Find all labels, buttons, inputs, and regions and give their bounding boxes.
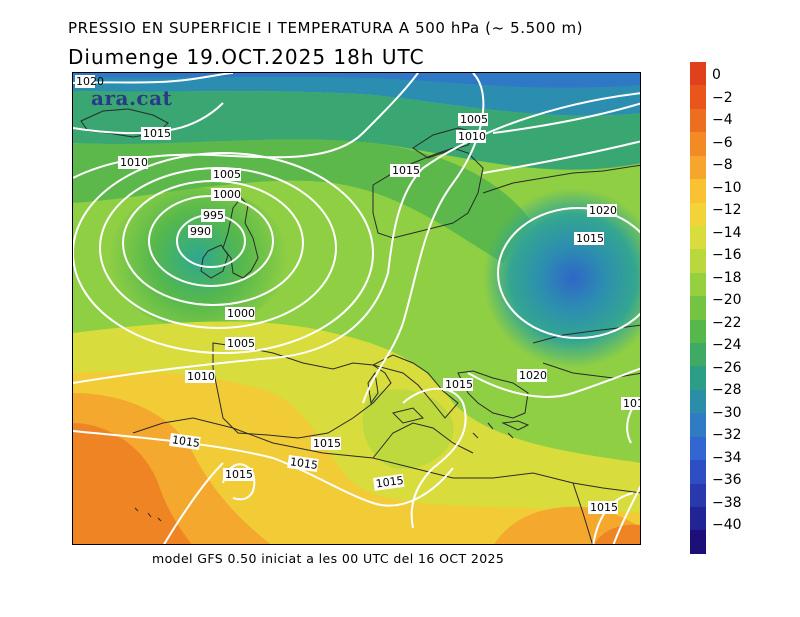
colorbar-tick-label: −36 — [712, 472, 742, 488]
isobar-label: 1015 — [445, 378, 473, 391]
model-run-info: model GFS 0.50 iniciat a les 00 UTC del … — [152, 551, 505, 566]
colorbar-tick-label: −2 — [712, 89, 733, 106]
colorbar-swatch — [690, 202, 706, 226]
colorbar-tick-label: −34 — [712, 449, 742, 466]
colorbar-tick-label: −10 — [712, 179, 742, 196]
colorbar-tick-label: −32 — [712, 427, 742, 443]
colorbar-swatch — [690, 507, 706, 531]
isobar-label: 1015 — [225, 468, 253, 481]
colorbar-tick-label: −26 — [712, 359, 742, 376]
isobar-label: 1010 — [458, 130, 486, 143]
isobar-label: 1015 — [375, 474, 405, 491]
colorbar-swatch — [690, 179, 706, 203]
colorbar-swatch — [690, 366, 706, 390]
colorbar-tick-label: −30 — [712, 404, 742, 421]
colorbar-swatch — [690, 413, 706, 437]
colorbar-swatch — [690, 249, 706, 273]
colorbar-tick-label: −18 — [712, 269, 742, 286]
colorbar-swatch — [690, 132, 706, 156]
isobar-label: 1015 — [576, 232, 604, 245]
colorbar-tick-label: −40 — [712, 517, 742, 533]
isobar-label: 1015 — [590, 501, 618, 514]
colorbar-tick-label: −38 — [712, 494, 742, 511]
isobar-label: 990 — [190, 225, 211, 238]
isobar-label: 1020 — [589, 204, 617, 217]
colorbar-tick-label: −16 — [712, 247, 742, 263]
colorbar-tick-label: −6 — [712, 134, 733, 151]
colorbar-tick-label: −14 — [712, 224, 742, 241]
colorbar-swatch — [690, 296, 706, 320]
colorbar-tick-label: −20 — [712, 292, 742, 308]
isobar-label: 1020 — [519, 369, 547, 382]
colorbar-tick-label: −28 — [712, 382, 742, 398]
isobar-label: 101 — [623, 397, 641, 410]
watermark-logo: ara.cat — [91, 86, 173, 110]
colorbar-swatch — [690, 62, 706, 86]
colorbar-swatch — [690, 483, 706, 508]
isobar-label: 1015 — [392, 164, 420, 177]
colorbar-tick-label: −8 — [712, 157, 733, 173]
isobar-label: 1015 — [313, 437, 341, 450]
isobar-label: 1015 — [171, 433, 201, 450]
temperature-colorbar — [690, 62, 706, 554]
colorbar-tick-label: 0 — [712, 67, 721, 83]
colorbar-swatch — [690, 225, 706, 250]
isobar-label: 1015 — [289, 455, 319, 472]
isobar-label: 1010 — [120, 156, 148, 169]
colorbar-swatch — [690, 85, 706, 109]
colorbar-swatch — [690, 155, 706, 180]
colorbar-swatch — [690, 108, 706, 133]
isobar-labels: 1020 1015 1010 1005 1000 995 990 1000 10… — [75, 75, 641, 514]
isobar-label: 1005 — [227, 337, 255, 350]
isobar-label: 1000 — [213, 188, 241, 201]
isobar-label: 1015 — [143, 127, 171, 140]
colorbar-tick-label: −22 — [712, 314, 742, 331]
colorbar-swatch — [690, 272, 706, 297]
colorbar-tick-label: −24 — [712, 337, 742, 353]
map-canvas: 1020 1015 1010 1005 1000 995 990 1000 10… — [73, 73, 641, 544]
colorbar-tick-label: −12 — [712, 202, 742, 218]
isobar-label: 1005 — [460, 113, 488, 126]
colorbar-swatch — [690, 319, 706, 344]
weather-map: 1020 1015 1010 1005 1000 995 990 1000 10… — [72, 72, 641, 545]
isobar-label: 1000 — [227, 307, 255, 320]
map-date: Diumenge 19.OCT.2025 18h UTC — [68, 45, 425, 69]
temperature-field — [73, 73, 640, 544]
isobar-label: 995 — [203, 209, 224, 222]
map-title: PRESSIO EN SUPERFICIE I TEMPERATURA A 50… — [68, 19, 584, 37]
colorbar-swatch — [690, 436, 706, 461]
isobar-label: 1010 — [187, 370, 215, 383]
colorbar-swatch — [690, 343, 706, 367]
isobar-label: 1020 — [76, 75, 104, 88]
colorbar-swatch — [690, 460, 706, 484]
colorbar-swatch — [690, 530, 706, 554]
colorbar-tick-label: −4 — [712, 112, 733, 128]
isobar-label: 1005 — [213, 168, 241, 181]
colorbar-swatch — [690, 389, 706, 414]
